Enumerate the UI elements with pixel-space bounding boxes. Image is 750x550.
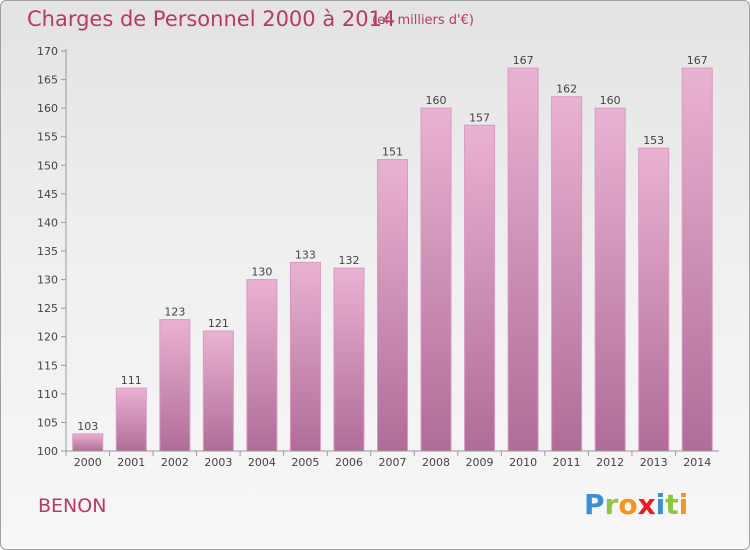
y-tick-label: 135 [37, 245, 58, 258]
x-tick-label-2013: 2013 [640, 456, 668, 469]
x-tick-label-2007: 2007 [379, 456, 407, 469]
x-axis: 2000 2001 2002 2003 2004 2005 2006 2007 2008 2009… [65, 450, 719, 469]
logo-letter: i [678, 488, 689, 521]
y-axis: 100 105 110 115 120 125 130 135 140 145 150 155 160 1… [37, 45, 67, 458]
x-tick-label-2003: 2003 [204, 456, 232, 469]
y-tick-label: 160 [37, 102, 58, 115]
logo-letter: P [584, 488, 605, 521]
data-labels: 103 111 123 121 130 133 132 151 160 157 167 162 160 1… [77, 54, 707, 433]
y-tick-label: 140 [37, 216, 58, 229]
x-tick-label-2002: 2002 [161, 456, 189, 469]
logo-letter: i [655, 488, 666, 521]
x-tick-label-2000: 2000 [74, 456, 102, 469]
data-label-2013: 153 [643, 134, 664, 147]
x-tick-label-2008: 2008 [422, 456, 450, 469]
logo-letter: x [637, 488, 656, 521]
data-label-2008: 160 [426, 94, 447, 107]
x-tick-label-2011: 2011 [553, 456, 581, 469]
bar-2002 [159, 319, 191, 452]
x-tick-label-2005: 2005 [291, 456, 319, 469]
y-tick-label: 110 [37, 388, 58, 401]
x-tick-label-2006: 2006 [335, 456, 363, 469]
logo-letter: o [618, 488, 638, 521]
logo-letter: t [665, 488, 679, 521]
x-tick-label-2012: 2012 [596, 456, 624, 469]
bar-2011 [551, 96, 583, 452]
y-tick-label: 115 [37, 359, 58, 372]
commune-name: BENON [38, 495, 107, 517]
data-label-2007: 151 [382, 146, 403, 159]
y-tick-label: 125 [37, 302, 58, 315]
data-label-2000: 103 [77, 420, 98, 433]
x-tick-label-2009: 2009 [466, 456, 494, 469]
data-label-2011: 162 [556, 83, 577, 96]
data-label-2003: 121 [208, 317, 229, 330]
y-tick-label: 155 [37, 131, 58, 144]
y-tick-label: 165 [37, 74, 58, 87]
x-tick-label-2014: 2014 [683, 456, 711, 469]
x-tick-label-2010: 2010 [509, 456, 537, 469]
data-label-2002: 123 [164, 306, 185, 319]
proxiti-logo: Proxiti [584, 488, 688, 521]
y-tick-label: 170 [37, 45, 58, 58]
data-label-2006: 132 [338, 254, 359, 267]
bar-2001 [115, 387, 147, 452]
data-label-2001: 111 [121, 374, 142, 387]
bar-2003 [202, 330, 234, 452]
bar-2008 [420, 107, 452, 452]
bar-2004 [246, 279, 278, 452]
bar-2009 [464, 124, 496, 452]
bar-2010 [507, 67, 539, 452]
data-label-2010: 167 [513, 54, 534, 67]
bar-2007 [377, 159, 408, 452]
data-label-2012: 160 [600, 94, 621, 107]
bar-2014 [681, 67, 713, 452]
bar-2006 [333, 267, 365, 452]
data-label-2009: 157 [469, 111, 490, 124]
chart-title: Charges de Personnel 2000 à 2014 [27, 7, 396, 31]
bar-2000 [72, 433, 104, 452]
x-tick-label-2001: 2001 [117, 456, 145, 469]
y-tick-label: 105 [37, 416, 58, 429]
data-label-2005: 133 [295, 248, 316, 261]
data-label-2014: 167 [687, 54, 708, 67]
x-tick-label-2004: 2004 [248, 456, 276, 469]
y-tick-label: 130 [37, 274, 58, 287]
y-tick-label: 145 [37, 188, 58, 201]
bar-2013 [638, 147, 670, 452]
chart-subtitle: (en milliers d'€) [372, 13, 474, 28]
data-label-2004: 130 [251, 266, 272, 279]
logo-letter: r [604, 488, 619, 521]
y-tick-label: 120 [37, 331, 58, 344]
bar-2012 [594, 107, 626, 452]
bars [72, 67, 713, 452]
y-tick-label: 100 [37, 445, 58, 458]
bar-2005 [289, 261, 321, 452]
y-tick-label: 150 [37, 159, 58, 172]
